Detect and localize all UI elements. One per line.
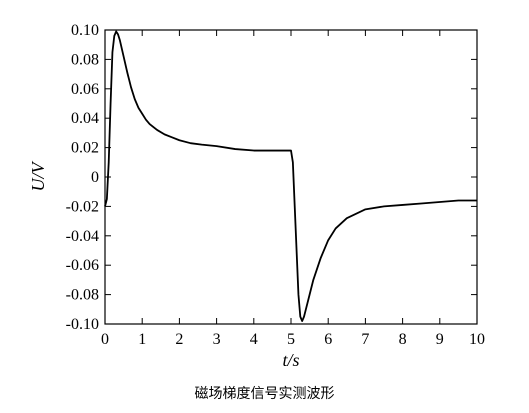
y-tick-label: 0	[91, 169, 99, 186]
x-tick-label: 2	[175, 331, 183, 348]
x-tick-label: 7	[361, 331, 369, 348]
ticks-layer	[104, 29, 478, 325]
x-tick-label: 1	[138, 331, 146, 348]
x-tick-label: 9	[436, 331, 444, 348]
figure-caption: 磁场梯度信号实测波形	[194, 386, 335, 402]
y-axis-label: U/V	[28, 161, 48, 192]
labels-layer: 0 1 2 3 4 5 6 7 8 9 10 -0.10 -0.08 -0.06 -0.04 -0.02 0 0.…	[66, 22, 485, 348]
x-tick-label: 10	[469, 331, 485, 348]
y-tick-label: 0.08	[71, 51, 99, 68]
y-tick-label: -0.10	[66, 316, 99, 333]
line-layer	[104, 30, 477, 322]
y-tick-label: 0.10	[71, 22, 99, 39]
x-tick-label: 4	[250, 331, 258, 348]
y-tick-label: -0.06	[66, 257, 99, 274]
y-tick-label: 0.02	[71, 140, 99, 157]
x-tick-label: 5	[287, 331, 295, 348]
series-line	[104, 30, 477, 322]
y-tick-label: -0.02	[66, 198, 99, 215]
chart: 0 1 2 3 4 5 6 7 8 9 10 -0.10 -0.08 -0.06 -0.04 -0.02 0 0.…	[28, 22, 485, 370]
x-tick-label: 8	[399, 331, 407, 348]
y-tick-label: -0.04	[66, 228, 99, 245]
y-tick-label: 0.06	[71, 81, 99, 98]
x-tick-label: 0	[101, 331, 109, 348]
y-tick-label: -0.08	[66, 287, 99, 304]
x-tick-label: 6	[324, 331, 332, 348]
y-tick-label: 0.04	[71, 110, 99, 127]
x-tick-label: 3	[213, 331, 221, 348]
x-axis-label: t/s	[282, 350, 299, 370]
plot-frame	[104, 29, 478, 325]
